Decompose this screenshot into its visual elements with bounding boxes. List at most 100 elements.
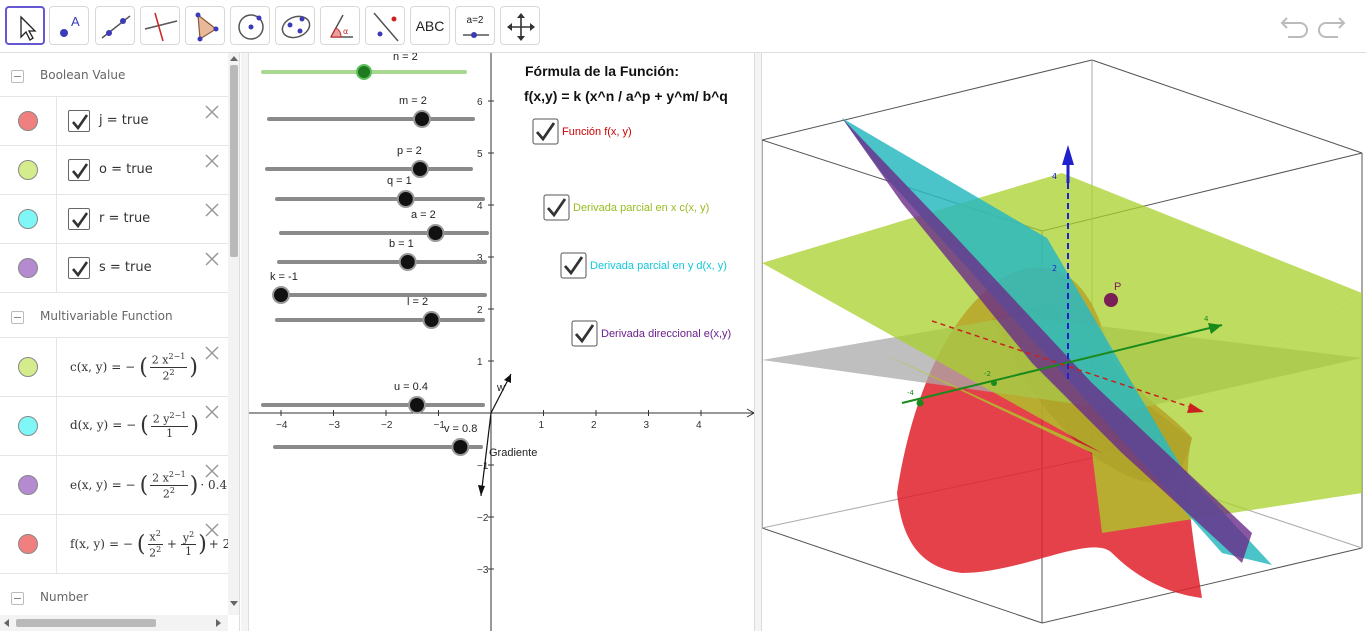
marble-cell: [0, 146, 57, 194]
boolean-checkbox[interactable]: [68, 208, 90, 230]
graphics-2d-canvas[interactable]: −4 −3 −2 −1 1 2 3 4 6 5 4 3 2 1 −1 −2 −3 n = 2 m = 2 p = …: [249, 53, 754, 631]
algebra-row-function[interactable]: f(x, y) = −(x2 22 + y2 1) + 2: [0, 515, 230, 574]
z-axis-arrow-icon: [1062, 145, 1074, 165]
delete-icon[interactable]: [205, 523, 219, 537]
visibility-marble-icon[interactable]: [18, 357, 38, 377]
delete-icon[interactable]: [205, 105, 219, 119]
text-tool-button[interactable]: ABC: [410, 6, 450, 45]
visibility-marble-icon[interactable]: [18, 111, 38, 131]
polygon-tool-button[interactable]: [185, 6, 225, 45]
scroll-up-icon[interactable]: [230, 55, 238, 61]
marble-cell: [0, 338, 57, 396]
y-tick-label: −1: [477, 461, 489, 472]
function-name: f(x, y): [70, 537, 105, 552]
x-tick-label: 4: [696, 420, 702, 431]
graphics-3d-canvas[interactable]: 4 2 -4 -2 4 P: [762, 53, 1366, 631]
scroll-left-icon[interactable]: [3, 619, 9, 627]
collapse-icon[interactable]: [11, 70, 24, 83]
reflect-tool-button[interactable]: [365, 6, 405, 45]
slider-knob[interactable]: [398, 253, 417, 271]
point-tool-button[interactable]: A: [49, 6, 89, 45]
delete-icon[interactable]: [205, 346, 219, 360]
delete-icon[interactable]: [205, 464, 219, 478]
slider-knob[interactable]: [408, 396, 426, 414]
vertical-scrollbar[interactable]: [228, 53, 239, 615]
checkmark-icon: [535, 122, 556, 142]
x-axis-ticks: −4 −3 −2 −1 1 2 3 4: [276, 410, 702, 431]
checkmark-icon: [72, 114, 89, 131]
numerator: 2 x: [151, 353, 169, 367]
y-tick-label: 2: [477, 305, 483, 316]
redo-icon[interactable]: [1316, 14, 1346, 40]
gradient-arrowhead-icon: [478, 485, 485, 496]
group-multivariable-function[interactable]: Multivariable Function: [0, 294, 228, 338]
group-label: Boolean Value: [40, 68, 126, 82]
visibility-marble-icon[interactable]: [18, 475, 38, 495]
circle-tool-button[interactable]: [230, 6, 270, 45]
algebra-row-boolean[interactable]: o = true: [0, 146, 228, 195]
collapse-icon[interactable]: [11, 311, 24, 324]
slider-tool-button[interactable]: a=2: [455, 6, 495, 45]
x-axis-point[interactable]: [916, 399, 924, 407]
algebra-row-boolean[interactable]: j = true: [0, 97, 228, 146]
scroll-right-icon[interactable]: [216, 619, 222, 627]
delete-icon[interactable]: [205, 405, 219, 419]
marble-cell: [0, 244, 57, 292]
boolean-checkbox[interactable]: [68, 159, 90, 181]
scroll-thumb[interactable]: [16, 619, 156, 627]
algebra-row-function[interactable]: c(x, y) = −(2 x2−1 22): [0, 338, 228, 397]
function-visibility-checkbox[interactable]: [543, 194, 570, 221]
gradient-vector[interactable]: [480, 412, 492, 497]
function-visibility-checkbox[interactable]: [560, 252, 587, 279]
move-tool-button[interactable]: [5, 6, 45, 45]
group-number[interactable]: Number: [0, 575, 228, 619]
boolean-checkbox[interactable]: [68, 257, 90, 279]
svg-text:α: α: [343, 27, 348, 36]
algebra-row-function[interactable]: d(x, y) = −(2 y2−1 1): [0, 397, 228, 456]
collapse-icon[interactable]: [11, 592, 24, 605]
visibility-marble-icon[interactable]: [18, 209, 38, 229]
graphics-view-2d[interactable]: −4 −3 −2 −1 1 2 3 4 6 5 4 3 2 1 −1 −2 −3 n = 2 m = 2 p = …: [249, 53, 754, 631]
algebra-row-function[interactable]: e(x, y) = −(2 x2−1 22) · 0.4 −: [0, 456, 239, 515]
visibility-marble-icon[interactable]: [18, 534, 38, 554]
slider-knob[interactable]: [396, 190, 415, 208]
plane-directional-derivative[interactable]: [842, 118, 1252, 563]
marble-cell: [0, 97, 57, 145]
slider-knob[interactable]: [356, 64, 372, 80]
slider-knob[interactable]: [272, 286, 290, 304]
graphics-view-3d[interactable]: 4 2 -4 -2 4 P: [762, 53, 1366, 631]
view-divider[interactable]: [754, 53, 762, 631]
function-visibility-checkbox[interactable]: [571, 320, 598, 347]
slider-knob[interactable]: [451, 438, 470, 456]
point-p[interactable]: [1104, 293, 1118, 307]
function-visibility-checkbox[interactable]: [532, 118, 559, 145]
angle-tool-button[interactable]: α: [320, 6, 360, 45]
ellipse-tool-button[interactable]: [275, 6, 315, 45]
delete-icon[interactable]: [205, 154, 219, 168]
perpendicular-line-tool-button[interactable]: [140, 6, 180, 45]
delete-icon[interactable]: [205, 203, 219, 217]
slider-knob[interactable]: [413, 110, 431, 128]
slider-knob[interactable]: [422, 311, 441, 329]
horizontal-scrollbar[interactable]: [0, 615, 228, 631]
undo-icon[interactable]: [1280, 14, 1310, 40]
scroll-thumb[interactable]: [230, 65, 238, 257]
move-view-tool-button[interactable]: [500, 6, 540, 45]
x-tick-label: −2: [381, 420, 393, 431]
x-axis-point[interactable]: [991, 380, 997, 386]
scroll-down-icon[interactable]: [230, 601, 238, 607]
view-divider[interactable]: [241, 53, 249, 631]
line-tool-button[interactable]: [95, 6, 135, 45]
visibility-marble-icon[interactable]: [18, 416, 38, 436]
algebra-row-boolean[interactable]: s = true: [0, 244, 228, 293]
slider-label: l = 2: [407, 296, 428, 308]
delete-icon[interactable]: [205, 252, 219, 266]
slider-knob[interactable]: [411, 160, 429, 178]
group-boolean-value[interactable]: Boolean Value: [0, 53, 228, 97]
vector-w-label: w: [496, 382, 505, 394]
slider-knob[interactable]: [426, 224, 445, 242]
visibility-marble-icon[interactable]: [18, 258, 38, 278]
algebra-row-boolean[interactable]: r = true: [0, 195, 228, 244]
boolean-checkbox[interactable]: [68, 110, 90, 132]
visibility-marble-icon[interactable]: [18, 160, 38, 180]
